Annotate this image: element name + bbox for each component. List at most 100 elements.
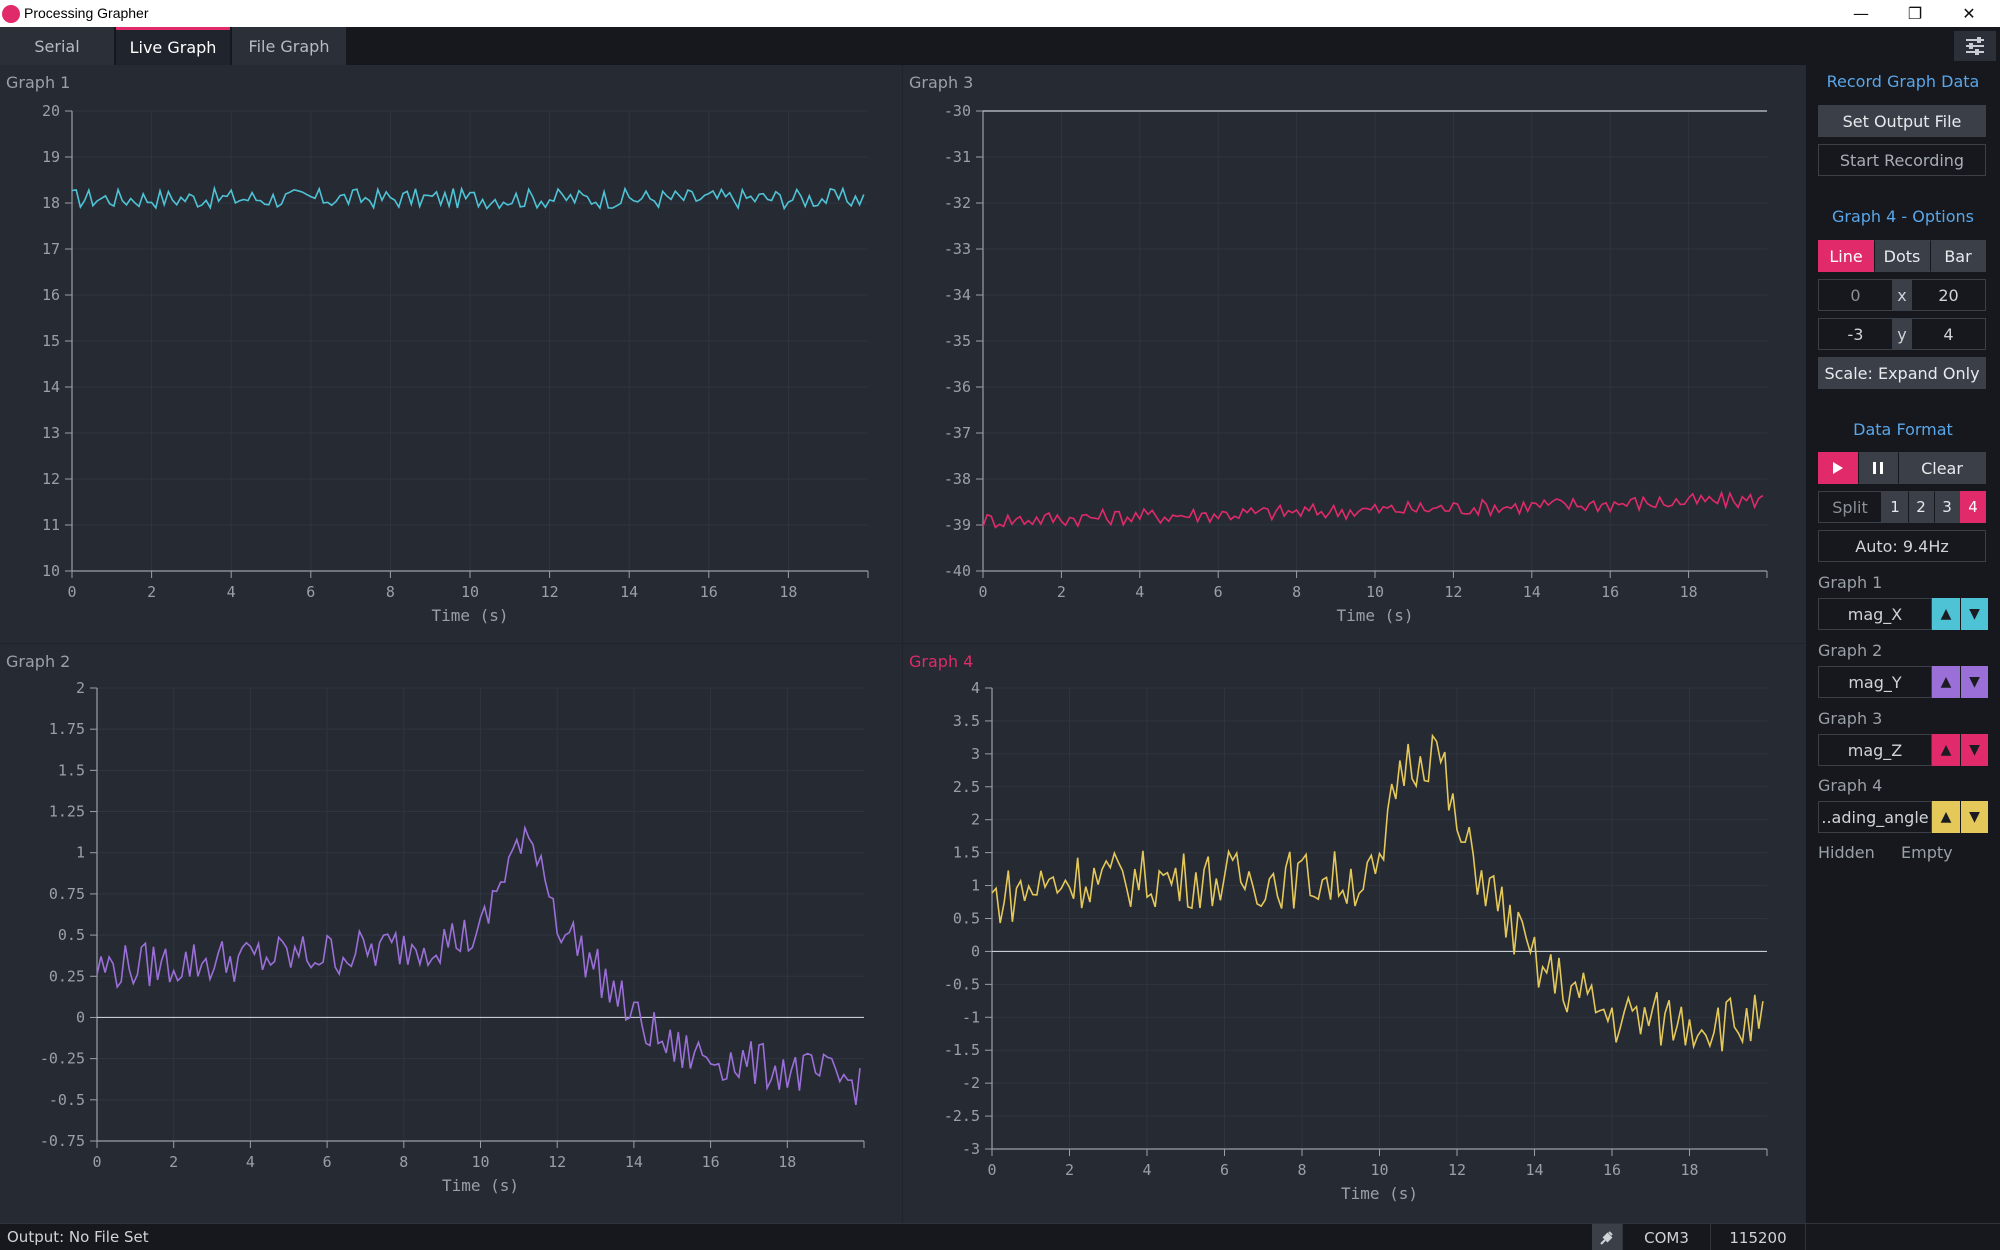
status-bar: Output: No File Set COM3 115200	[0, 1223, 2000, 1250]
title-bar: Processing Grapher — ❐ ✕	[0, 0, 2000, 27]
x-tick-label: 10	[1366, 583, 1384, 601]
y-tick-label: 3.5	[953, 712, 980, 730]
y-tick-label: 10	[42, 562, 60, 580]
x-tick-label: 18	[1680, 1161, 1698, 1179]
minimize-button[interactable]: —	[1838, 0, 1884, 27]
sample-rate-display[interactable]: Auto: 9.4Hz	[1818, 530, 1986, 562]
signal-3-down-button[interactable]: ▼	[1960, 734, 1988, 766]
serial-port-label[interactable]: COM3	[1622, 1224, 1710, 1250]
style-bar-button[interactable]: Bar	[1930, 240, 1986, 272]
y-tick-label: 19	[42, 148, 60, 166]
split-2-button[interactable]: 2	[1908, 491, 1934, 523]
data-format-title: Data Format	[1853, 420, 1953, 439]
tab-live-graph[interactable]: Live Graph	[116, 27, 230, 65]
split-4-button[interactable]: 4	[1960, 491, 1986, 523]
tab-file-graph[interactable]: File Graph	[232, 27, 346, 65]
start-recording-button[interactable]: Start Recording	[1818, 144, 1986, 176]
signal-2-down-button[interactable]: ▼	[1960, 666, 1988, 698]
signal-3-up-button[interactable]: ▲	[1932, 734, 1960, 766]
x-tick-label: 2	[147, 583, 156, 601]
x-tick-label: 4	[1135, 583, 1144, 601]
y-tick-label: -0.25	[40, 1050, 85, 1068]
x-tick-label: 6	[323, 1153, 332, 1171]
split-1-button[interactable]: 1	[1882, 491, 1908, 523]
x-tick-label: 12	[1444, 583, 1462, 601]
signal-4-label: Graph 4	[1818, 776, 1883, 795]
y-tick-label: 2	[971, 811, 980, 829]
y-tick-label: 0	[971, 942, 980, 960]
signal-3-label: Graph 3	[1818, 709, 1883, 728]
y-axis-label: y	[1893, 318, 1911, 350]
maximize-button[interactable]: ❐	[1892, 0, 1938, 27]
empty-drop-zone[interactable]: Empty	[1901, 843, 1953, 862]
graph-title: Graph 2	[6, 652, 71, 671]
graph-panel-4[interactable]: Graph 4 -3 -2.5 -2 -1.5 -1 -0.5 0 0.5 1 1.5 2 2.5 3 3…	[903, 644, 1806, 1223]
signal-1-down-button[interactable]: ▼	[1960, 598, 1988, 630]
graph-title: Graph 3	[909, 73, 974, 92]
y-tick-label: -2.5	[944, 1107, 980, 1125]
settings-button[interactable]	[1954, 31, 1996, 61]
signal-4-down-button[interactable]: ▼	[1960, 801, 1988, 833]
x-tick-label: 2	[169, 1153, 178, 1171]
y-tick-label: 11	[42, 516, 60, 534]
y-tick-label: 1.75	[49, 720, 85, 738]
graph-panel-3[interactable]: Graph 3 -40 -39 -38 -37 -36 -35 -34 -33 -32 -31 -3…	[903, 65, 1806, 643]
graph-panel-1[interactable]: Graph 1 10 11 12 13 14 15 16 17 18 19 20 0 2 4 6 8 10 12 1…	[0, 65, 902, 643]
split-3-button[interactable]: 3	[1934, 491, 1960, 523]
y-tick-label: 1	[971, 877, 980, 895]
signal-2-up-button[interactable]: ▲	[1932, 666, 1960, 698]
tab-serial[interactable]: Serial	[0, 27, 114, 65]
graph-2-chart: -0.75 -0.5 -0.25 0 0.25 0.5 0.75 1 1.25 1.5 1.75 2 0…	[40, 679, 865, 1195]
x-tick-label: 14	[625, 1153, 643, 1171]
x-tick-label: 14	[1525, 1161, 1543, 1179]
y-tick-label: -34	[944, 286, 971, 304]
x-axis-label: Time (s)	[1341, 1184, 1418, 1203]
signal-2-name[interactable]: mag_Y	[1818, 666, 1932, 698]
y-tick-label: 1	[76, 844, 85, 862]
x-max-input[interactable]: 20	[1911, 279, 1986, 311]
signal-4-up-button[interactable]: ▲	[1932, 801, 1960, 833]
y-tick-label: 18	[42, 194, 60, 212]
x-tick-label: 8	[1297, 1161, 1306, 1179]
x-tick-label: 10	[1370, 1161, 1388, 1179]
signal-1-up-button[interactable]: ▲	[1932, 598, 1960, 630]
y-tick-label: 1.5	[58, 761, 85, 779]
signal-4-name[interactable]: ..ading_angle	[1818, 801, 1932, 833]
pause-button[interactable]	[1858, 452, 1898, 484]
graph-title: Graph 4	[909, 652, 974, 671]
close-button[interactable]: ✕	[1946, 0, 1992, 27]
graph-panel-2[interactable]: Graph 2 -0.75 -0.5 -0.25 0 0.25 0.5 0.75 1 1.25 1…	[0, 644, 902, 1223]
graph-4-chart: -3 -2.5 -2 -1.5 -1 -0.5 0 0.5 1 1.5 2 2.5 3 3.5 4 0 2 4 6 8…	[944, 679, 1768, 1203]
series-line	[982, 490, 1764, 529]
y-tick-label: -40	[944, 562, 971, 580]
set-output-file-button[interactable]: Set Output File	[1818, 105, 1986, 137]
arrow-down-icon: ▼	[1969, 606, 1980, 622]
x-tick-label: 16	[1601, 583, 1619, 601]
x-tick-label: 18	[779, 583, 797, 601]
y-tick-label: -32	[944, 194, 971, 212]
y-max-input[interactable]: 4	[1911, 318, 1986, 350]
plug-icon	[1600, 1230, 1613, 1245]
x-min-input[interactable]: 0	[1818, 279, 1893, 311]
signal-1-name[interactable]: mag_X	[1818, 598, 1932, 630]
y-min-input[interactable]: -3	[1818, 318, 1893, 350]
y-tick-label: 1.25	[49, 803, 85, 821]
graph-1-chart: 10 11 12 13 14 15 16 17 18 19 20 0 2 4 6 8 10 12 14 16 18 Tim…	[42, 102, 869, 625]
connect-button[interactable]	[1592, 1224, 1622, 1250]
restore-icon: ❐	[1907, 4, 1923, 23]
signal-3-name[interactable]: mag_Z	[1818, 734, 1932, 766]
style-line-button[interactable]: Line	[1818, 240, 1874, 272]
arrow-up-icon: ▲	[1940, 606, 1952, 622]
series-line	[991, 733, 1764, 1052]
y-tick-label: -30	[944, 102, 971, 120]
clear-button[interactable]: Clear	[1898, 452, 1986, 484]
play-button[interactable]	[1818, 452, 1858, 484]
sliders-icon	[1966, 37, 1984, 55]
y-tick-label: -31	[944, 148, 971, 166]
style-dots-button[interactable]: Dots	[1874, 240, 1930, 272]
scale-mode-button[interactable]: Scale: Expand Only	[1818, 357, 1986, 389]
window-title: Processing Grapher	[24, 5, 149, 21]
baud-rate-label[interactable]: 115200	[1710, 1224, 1806, 1250]
arrow-up-icon: ▲	[1940, 809, 1952, 825]
hidden-drop-zone[interactable]: Hidden	[1818, 843, 1875, 862]
